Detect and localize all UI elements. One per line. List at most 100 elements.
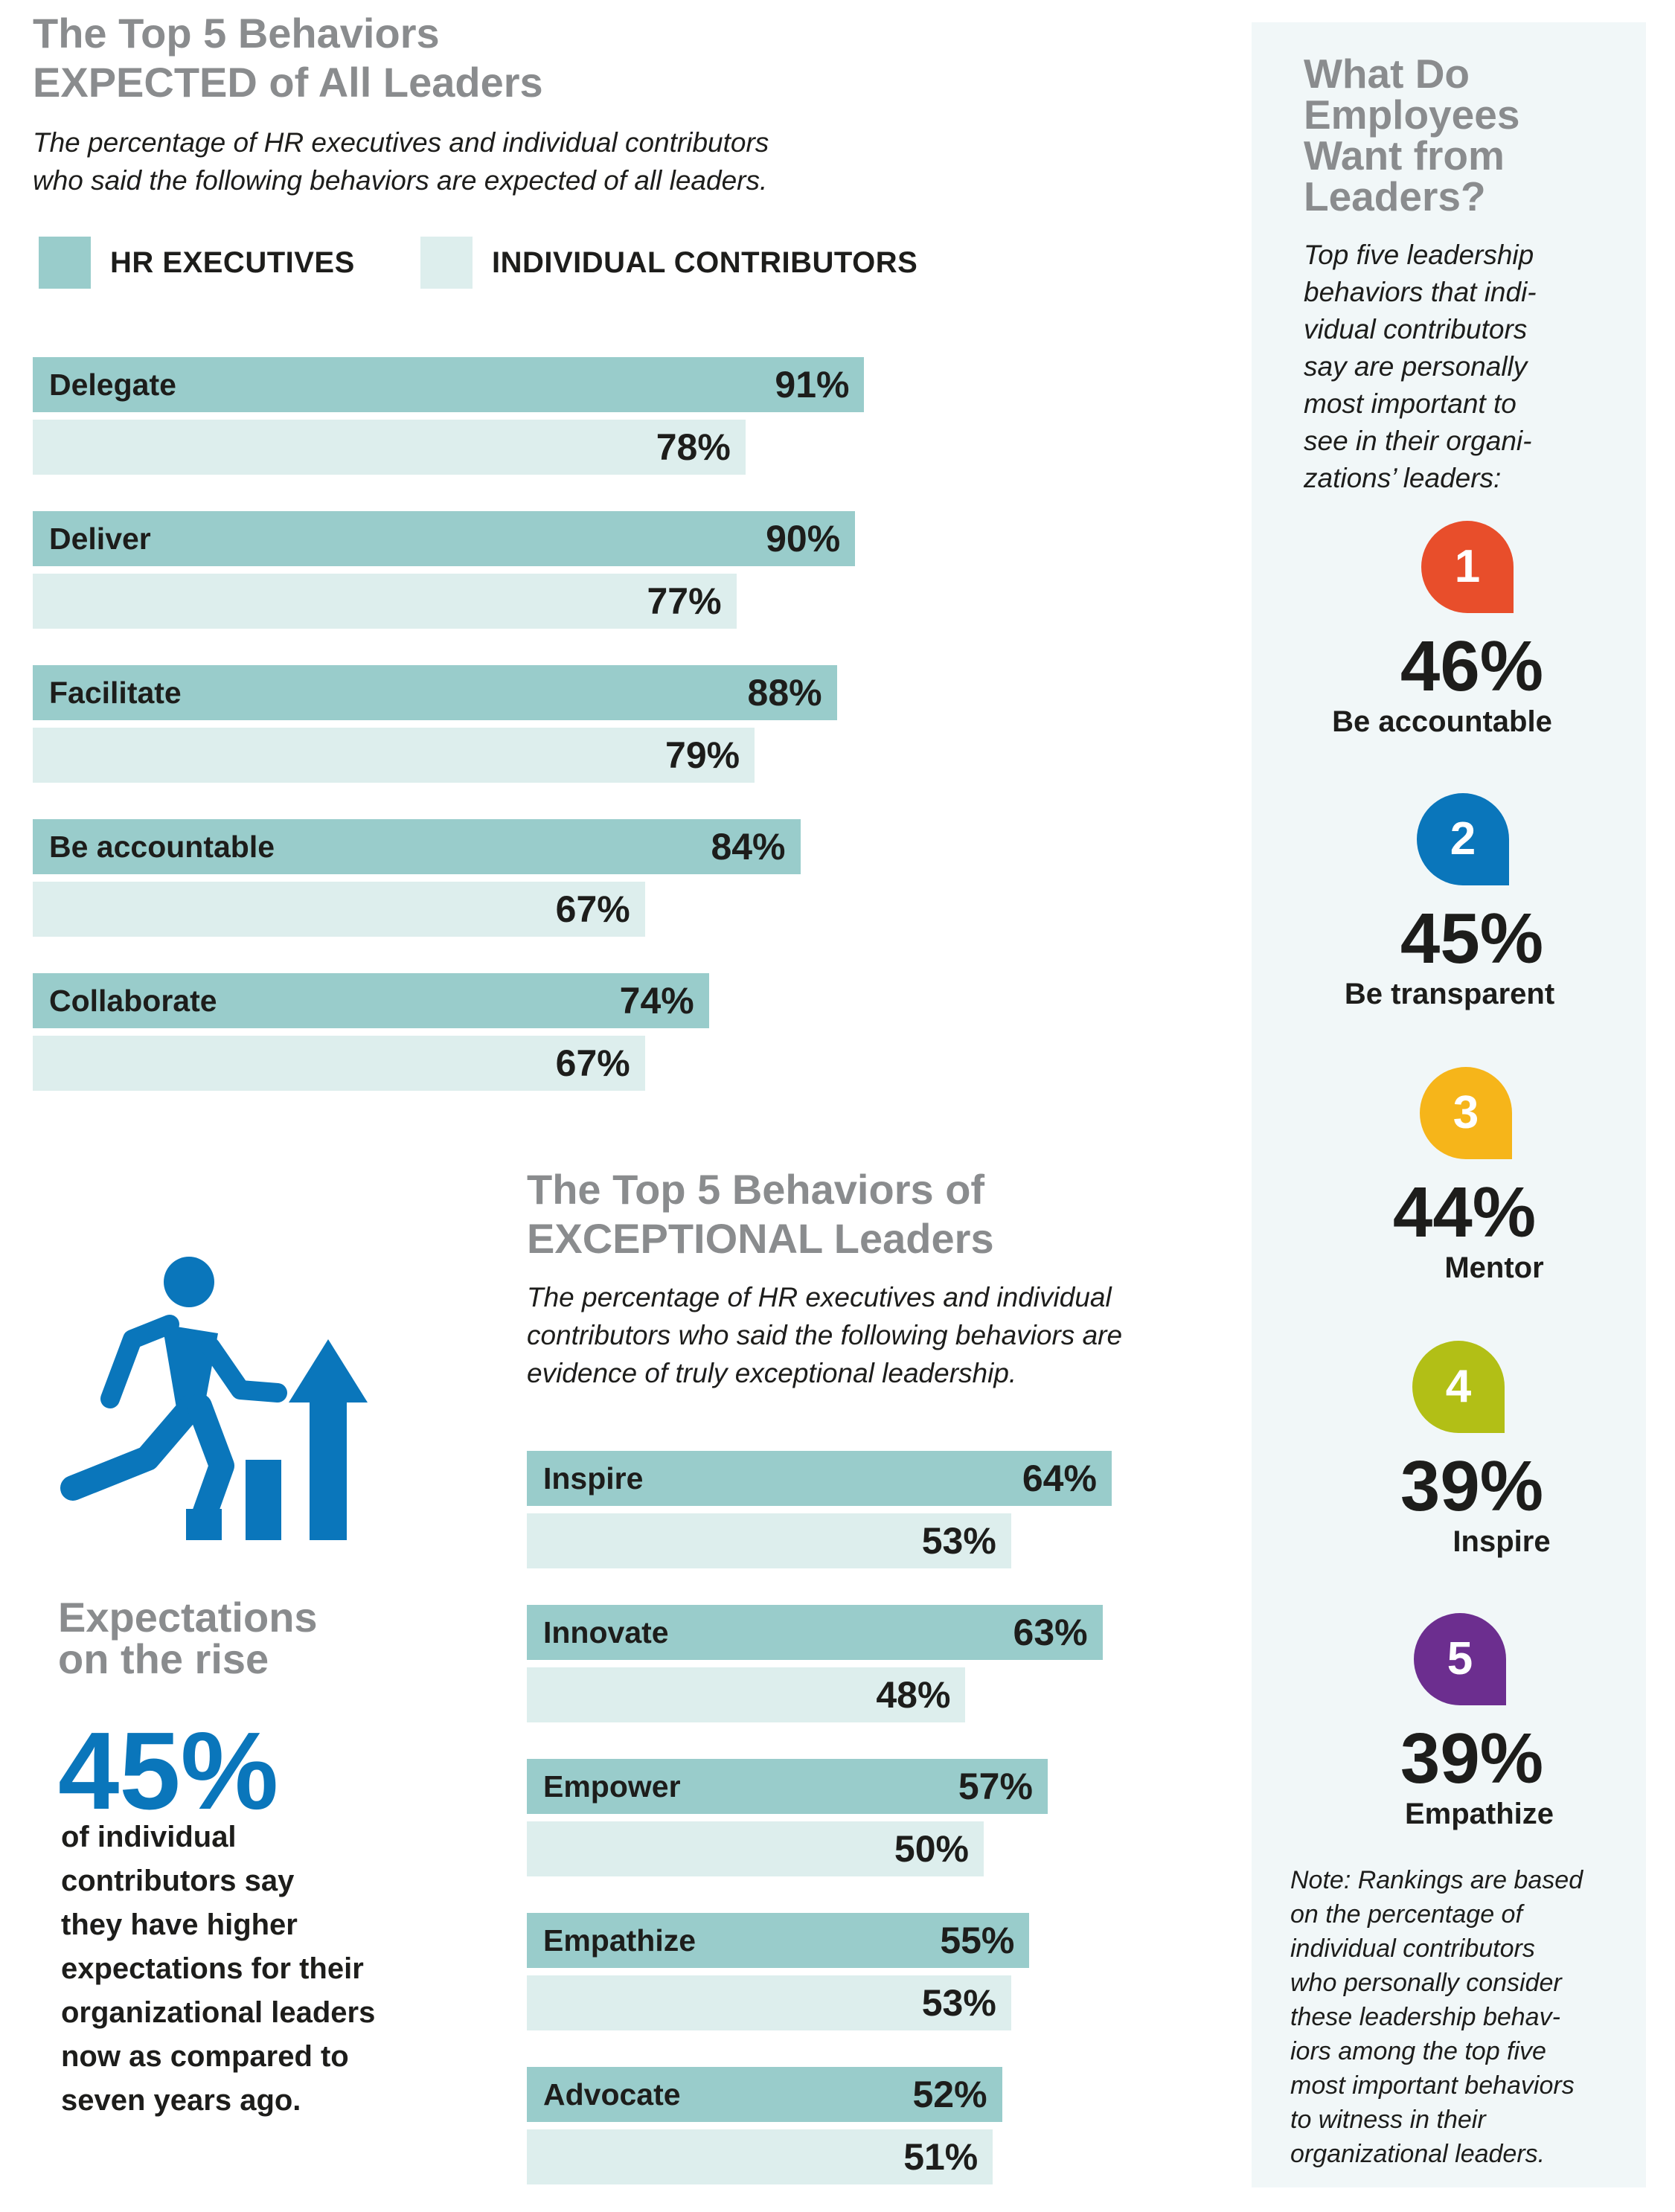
- section2-title-line2: EXCEPTIONAL Leaders: [527, 1215, 994, 1262]
- rise-line: now as compared to: [61, 2040, 349, 2073]
- bar-individual-contributors: [527, 1513, 1011, 1568]
- bar-value-label: 90%: [766, 518, 841, 560]
- note-line: on the percentage of: [1290, 1900, 1522, 1929]
- rise-line: of individual: [61, 1821, 237, 1853]
- note-line: iors among the top five: [1290, 2037, 1546, 2065]
- rank-label-1: Be accountable: [1332, 705, 1552, 738]
- rank-label-5: Empathize: [1404, 1798, 1554, 1830]
- sidebar-intro-line: see in their organi-: [1304, 426, 1532, 456]
- section2-title-line1: The Top 5 Behaviors of: [527, 1166, 985, 1213]
- bar-hr-executives: [527, 1451, 1112, 1506]
- bar-value-label: 79%: [665, 734, 740, 776]
- bar-hr-executives: [33, 819, 801, 874]
- note-line: individual contributors: [1290, 1934, 1535, 1963]
- bar-value-label: 48%: [876, 1674, 951, 1716]
- legend-ic: INDIVIDUAL CONTRIBUTORS: [420, 237, 917, 289]
- rank-percentage-4: 39%: [1400, 1446, 1544, 1526]
- bar-hr-executives: [33, 511, 856, 566]
- rank-percentage-5: 39%: [1400, 1719, 1544, 1798]
- bar-value-label: 57%: [958, 1766, 1033, 1807]
- bar-individual-contributors: [527, 1975, 1011, 2030]
- bar-value-label: 51%: [903, 2136, 979, 2178]
- section1-subtitle-line1: The percentage of HR executives and indi…: [33, 127, 769, 158]
- note-line: to witness in their: [1290, 2106, 1486, 2134]
- bar-value-label: 67%: [555, 888, 630, 930]
- rank-label-2: Be transparent: [1344, 978, 1555, 1010]
- section2-subtitle-line1: The percentage of HR executives and indi…: [527, 1282, 1112, 1312]
- rise-title: Expectations on the rise: [58, 1597, 318, 1680]
- bar-value-label: 64%: [1022, 1458, 1097, 1499]
- legend-hr-label: HR EXECUTIVES: [110, 246, 355, 279]
- rise-line: contributors say: [61, 1865, 295, 1897]
- rank-percentage-3: 44%: [1392, 1173, 1537, 1252]
- bar-individual-contributors: [33, 420, 746, 475]
- bar-value-label: 53%: [921, 1982, 996, 2024]
- bar-hr-executives: [527, 1759, 1048, 1814]
- rise-description: of individual contributors say they have…: [61, 1815, 375, 2123]
- sidebar-title-line: What Do: [1304, 51, 1470, 97]
- category-label: Delegate: [49, 368, 176, 402]
- rank-badge-5: 5: [1414, 1613, 1506, 1705]
- bar-individual-contributors: [33, 574, 737, 629]
- sidebar-intro-line: most important to: [1304, 388, 1517, 419]
- bar-individual-contributors: [527, 1667, 966, 1722]
- category-label: Facilitate: [49, 676, 182, 710]
- category-label: Collaborate: [49, 984, 217, 1018]
- bar-value-label: 77%: [647, 580, 722, 622]
- sidebar-intro-line: vidual contributors: [1304, 314, 1528, 344]
- rise-line: seven years ago.: [61, 2084, 301, 2117]
- category-label: Be accountable: [49, 830, 275, 864]
- rank-percentage-2: 45%: [1400, 899, 1544, 978]
- bar-hr-executives: [33, 665, 837, 720]
- bar-hr-executives: [33, 357, 865, 412]
- legend-ic-label: INDIVIDUAL CONTRIBUTORS: [492, 246, 918, 279]
- bar-value-label: 88%: [747, 672, 822, 714]
- category-label: Inspire: [543, 1461, 644, 1495]
- bar-hr-executives: [527, 1913, 1030, 1968]
- sidebar-intro-line: Top five leadership: [1304, 240, 1534, 270]
- employees-want-sidebar: What Do Employees Want from Leaders? Top…: [1252, 22, 1646, 2187]
- rank-label-4: Inspire: [1453, 1525, 1551, 1558]
- bar-value-label: 50%: [894, 1828, 969, 1870]
- rank-badge-4: 4: [1412, 1341, 1505, 1433]
- bar-value-label: 84%: [711, 826, 786, 868]
- sidebar-title-line: Leaders?: [1304, 173, 1486, 219]
- rise-line: they have higher: [61, 1908, 298, 1941]
- section2-header: The Top 5 Behaviors of EXCEPTIONAL Leade…: [527, 1165, 994, 1263]
- section1-title-line2: EXPECTED of All Leaders: [33, 59, 543, 106]
- sidebar-note: Note: Rankings are based on the percenta…: [1290, 1863, 1583, 2171]
- rise-percentage: 45%: [58, 1710, 279, 1833]
- rank-badge-2: 2: [1417, 793, 1509, 885]
- category-label: Empathize: [543, 1923, 696, 1958]
- note-line: organizational leaders.: [1290, 2140, 1546, 2168]
- rise-title-line2: on the rise: [58, 1635, 269, 1682]
- section2-subtitle-line3: evidence of truly exceptional leadership…: [527, 1358, 1017, 1388]
- exceptional-behaviors-chart: 64% 53% Inspire 63% 48% Innovate 57% 50% Empower…: [527, 1451, 1197, 2191]
- rise-line: expectations for their: [61, 1952, 364, 1985]
- sidebar-intro-line: behaviors that indi-: [1304, 277, 1537, 307]
- bar-individual-contributors: [33, 1036, 645, 1091]
- bar-value-label: 91%: [775, 364, 850, 405]
- bar-hr-executives: [527, 1605, 1103, 1660]
- sidebar-title-line: Want from: [1304, 132, 1505, 179]
- legend-hr-swatch: [39, 237, 91, 289]
- note-line: most important behaviors: [1290, 2071, 1575, 2100]
- note-line: these leadership behav-: [1290, 2003, 1560, 2031]
- rank-label-3: Mentor: [1444, 1251, 1544, 1284]
- sidebar-title-line: Employees: [1304, 92, 1520, 138]
- category-label: Empower: [543, 1769, 681, 1804]
- bar-hr-executives: [33, 973, 709, 1028]
- section1-subtitle-line2: who said the following behaviors are exp…: [33, 165, 768, 196]
- sidebar-intro: Top five leadership behaviors that indi-…: [1304, 237, 1537, 497]
- bar-individual-contributors: [33, 882, 645, 937]
- rise-title-line1: Expectations: [58, 1594, 318, 1641]
- bar-individual-contributors: [527, 1821, 984, 1876]
- section1-title-line1: The Top 5 Behaviors: [33, 10, 440, 57]
- legend-ic-swatch: [420, 237, 473, 289]
- bar-value-label: 55%: [940, 1920, 1015, 1961]
- sidebar-title: What Do Employees Want from Leaders?: [1304, 54, 1519, 217]
- bar-hr-executives: [527, 2067, 1002, 2122]
- category-label: Advocate: [543, 2077, 681, 2112]
- bar-value-label: 63%: [1013, 1612, 1088, 1653]
- rank-badge-1: 1: [1421, 521, 1514, 613]
